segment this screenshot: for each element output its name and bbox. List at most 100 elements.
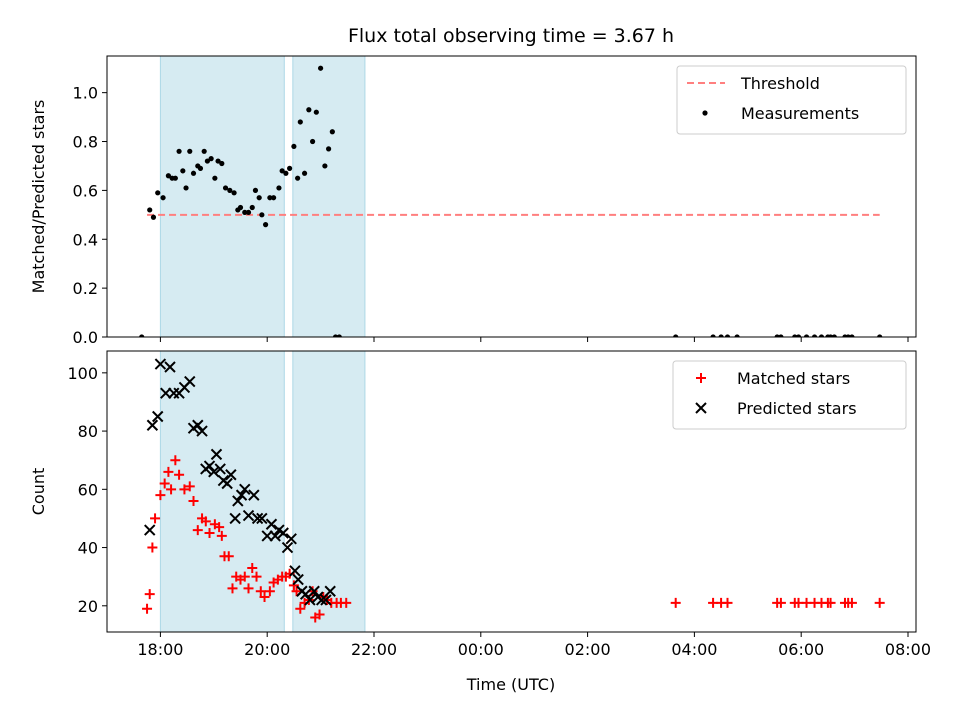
data-point bbox=[214, 463, 226, 475]
data-point bbox=[301, 170, 308, 176]
y-tick-label: 0.8 bbox=[73, 133, 98, 152]
data-point bbox=[214, 522, 225, 533]
data-point bbox=[315, 594, 328, 606]
data-point bbox=[324, 585, 336, 597]
data-point bbox=[197, 165, 204, 171]
data-point bbox=[231, 190, 237, 196]
data-point bbox=[295, 603, 306, 614]
data-point bbox=[212, 175, 218, 181]
data-point bbox=[170, 455, 181, 466]
data-point bbox=[317, 65, 324, 71]
data-point bbox=[163, 466, 174, 477]
data-point bbox=[155, 190, 161, 196]
legend: Threshold Measurements bbox=[676, 65, 907, 135]
data-point bbox=[248, 489, 260, 501]
data-point bbox=[292, 573, 304, 586]
bottom-panel-counts: 18:00 20:00 22:00 00:00 02:00 04:00 06:00 08:00… bbox=[29, 350, 931, 659]
legend-box bbox=[676, 65, 907, 135]
data-point bbox=[243, 583, 254, 594]
data-point bbox=[276, 185, 282, 191]
data-point bbox=[277, 527, 289, 539]
data-point bbox=[164, 361, 176, 373]
data-point bbox=[201, 148, 207, 154]
legend-label: Predicted stars bbox=[737, 399, 857, 418]
data-point bbox=[811, 334, 818, 337]
data-point bbox=[150, 214, 157, 220]
data-point bbox=[283, 170, 289, 176]
y-tick-label: 0.4 bbox=[73, 230, 98, 249]
data-point bbox=[188, 495, 199, 506]
data-point bbox=[229, 512, 241, 525]
data-point bbox=[184, 481, 195, 492]
data-point bbox=[795, 334, 802, 337]
data-point bbox=[239, 483, 251, 496]
data-point bbox=[314, 609, 325, 620]
data-point bbox=[215, 158, 221, 164]
y-tick-label: 0.6 bbox=[73, 181, 98, 200]
data-point bbox=[203, 460, 216, 472]
data-point bbox=[179, 484, 190, 495]
y-tick-label: 60 bbox=[78, 480, 98, 499]
y-tick-label: 100 bbox=[67, 364, 98, 383]
legend-label: Matched stars bbox=[737, 369, 850, 388]
y-tick-label: 0.2 bbox=[73, 279, 98, 298]
data-point bbox=[187, 148, 193, 154]
data-point bbox=[245, 209, 252, 215]
data-point bbox=[166, 484, 177, 495]
data-point bbox=[219, 160, 225, 167]
top-panel-ratio: 0.0 0.2 0.4 0.6 0.8 1.0 Matched/Predicted star… bbox=[29, 55, 917, 347]
data-point bbox=[322, 163, 328, 169]
data-point bbox=[265, 518, 278, 530]
data-point bbox=[146, 419, 159, 431]
data-point bbox=[295, 175, 301, 181]
x-tick-label: 00:00 bbox=[458, 640, 504, 659]
legend: Matched stars Predicted stars bbox=[672, 360, 907, 430]
legend-box bbox=[672, 360, 907, 430]
data-point bbox=[150, 513, 161, 524]
data-point bbox=[256, 195, 262, 201]
y-tick-label: 1.0 bbox=[73, 84, 98, 103]
data-point bbox=[196, 425, 208, 437]
data-point bbox=[269, 530, 281, 542]
data-point bbox=[223, 551, 234, 562]
legend-handle bbox=[702, 110, 708, 116]
data-point bbox=[232, 495, 244, 507]
data-point bbox=[670, 597, 681, 608]
data-point bbox=[825, 597, 836, 608]
y-axis-label: Matched/Predicted stars bbox=[29, 100, 48, 294]
x-tick-label: 04:00 bbox=[671, 640, 717, 659]
data-point bbox=[237, 204, 244, 211]
data-point bbox=[184, 375, 196, 388]
data-point bbox=[255, 586, 266, 597]
axes-frame bbox=[106, 55, 917, 338]
plot-area bbox=[139, 56, 883, 337]
legend-handle bbox=[695, 402, 707, 414]
data-point bbox=[139, 334, 145, 337]
data-point bbox=[267, 195, 273, 201]
axes-frame bbox=[106, 350, 917, 633]
data-point bbox=[160, 195, 166, 201]
data-point bbox=[846, 597, 857, 608]
data-point bbox=[222, 185, 229, 191]
series-matched-stars bbox=[142, 455, 885, 623]
y-tick-label: 40 bbox=[78, 539, 98, 558]
series-measurements bbox=[139, 65, 883, 337]
plot-area bbox=[142, 351, 885, 632]
data-point bbox=[329, 129, 335, 135]
data-point bbox=[724, 334, 731, 337]
data-point bbox=[306, 107, 312, 113]
data-point bbox=[279, 168, 285, 174]
data-point bbox=[204, 158, 210, 164]
data-point bbox=[256, 512, 268, 525]
data-point bbox=[259, 212, 265, 218]
data-point bbox=[210, 448, 223, 461]
legend-handle bbox=[696, 373, 706, 383]
y-tick-label: 0.0 bbox=[73, 328, 98, 347]
x-tick-label: 06:00 bbox=[778, 640, 824, 659]
data-point bbox=[190, 170, 197, 176]
data-point bbox=[281, 541, 294, 554]
x-tick-label: 02:00 bbox=[565, 640, 611, 659]
x-tick-label: 08:00 bbox=[885, 640, 931, 659]
data-point bbox=[251, 512, 264, 525]
y-tick-label: 20 bbox=[78, 597, 98, 616]
